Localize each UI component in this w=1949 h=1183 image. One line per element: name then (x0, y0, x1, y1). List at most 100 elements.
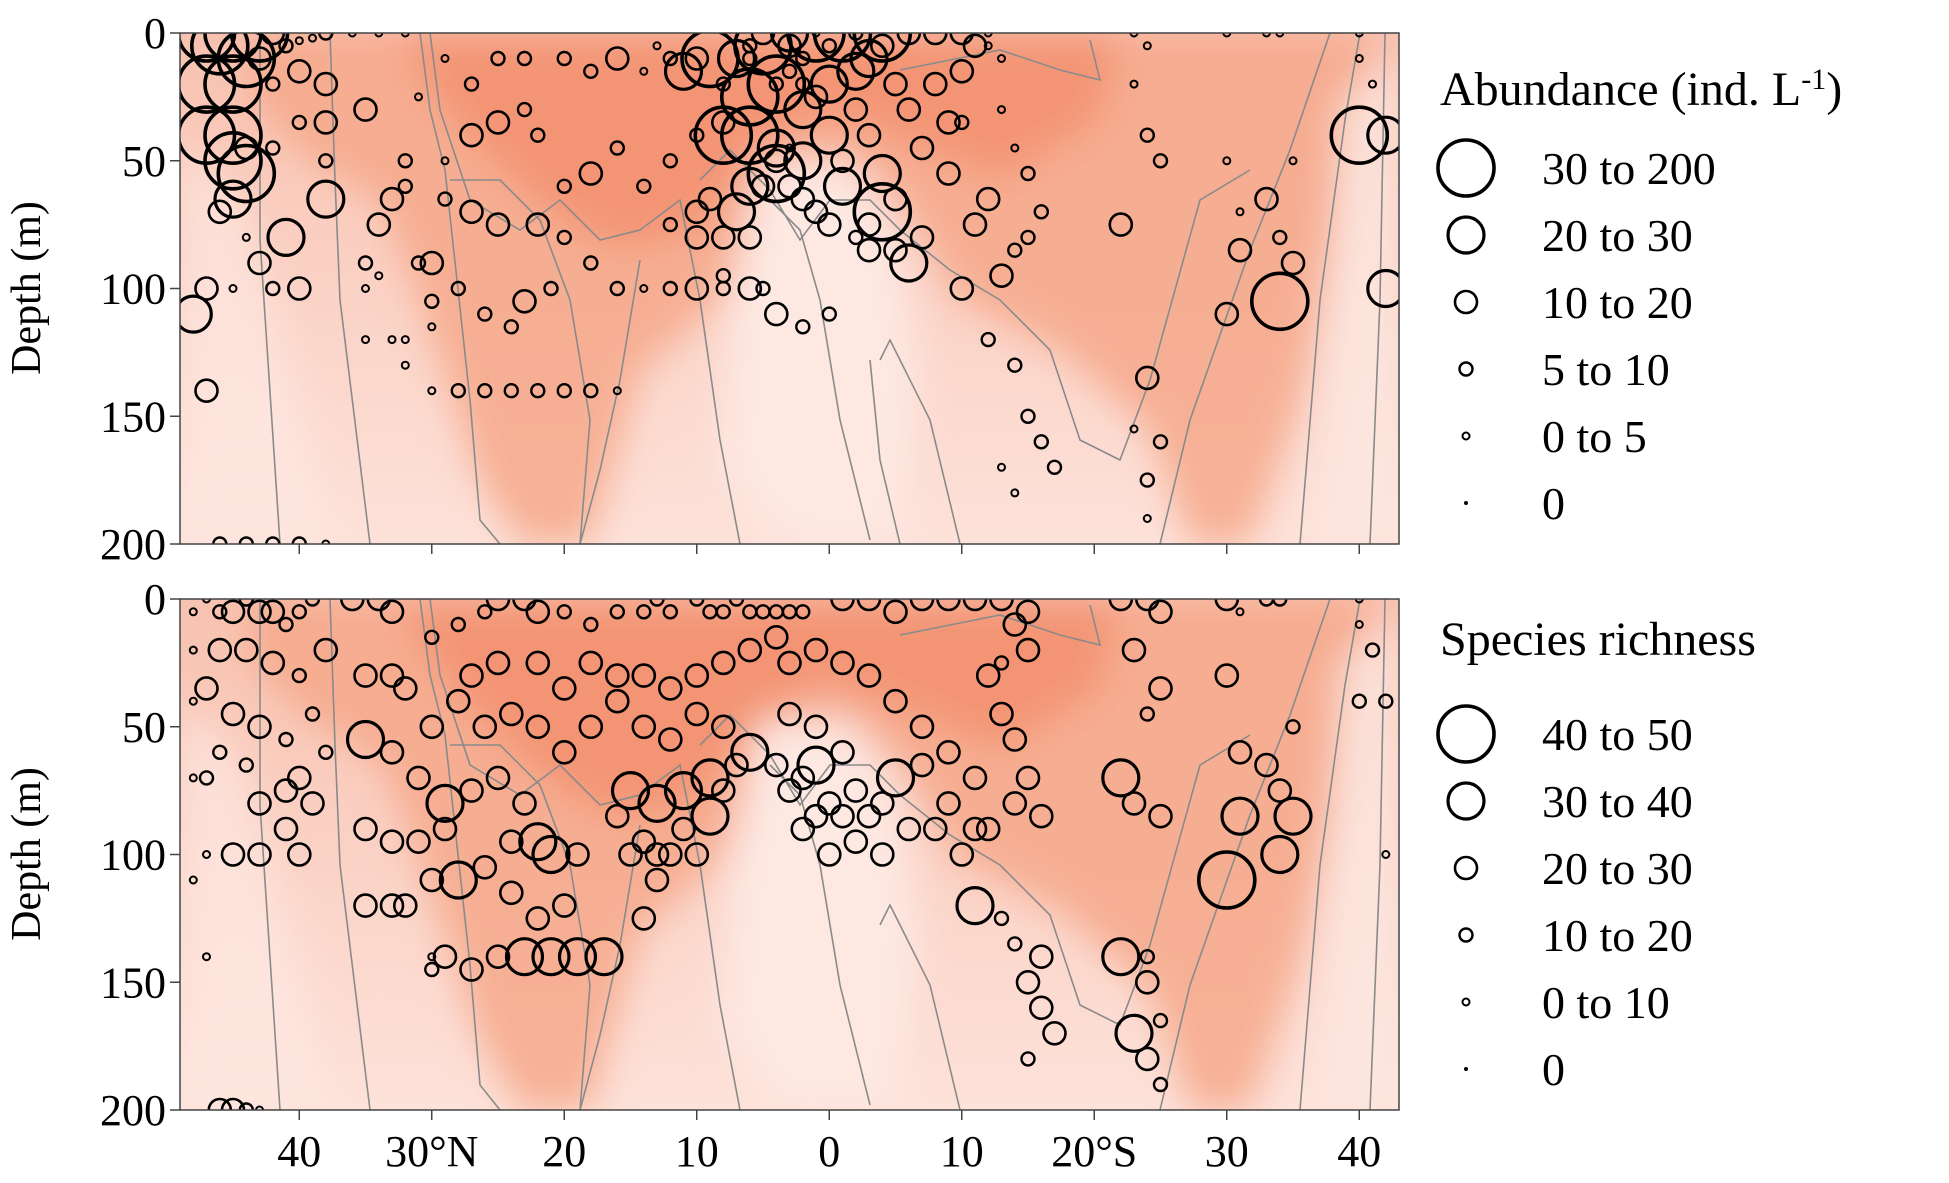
y-tick-label: 100 (100, 831, 166, 880)
data-bubble-bottom (830, 650, 855, 676)
data-bubble-top (684, 225, 710, 250)
data-bubble-bottom (730, 732, 770, 772)
data-bubble-top (730, 166, 770, 206)
data-bubble-bottom (1114, 1013, 1154, 1053)
data-bubble-top (1135, 365, 1160, 391)
data-bubble-top (604, 46, 630, 71)
data-bubble-bottom (379, 739, 405, 765)
data-bubble-top (1329, 105, 1390, 165)
data-bubble-top (308, 33, 317, 43)
data-bubble-bottom (518, 822, 558, 862)
x-tick-label: 40 (277, 1127, 321, 1176)
legend-title-top: Abundance (ind. L-1) (1440, 63, 1842, 116)
data-bubble-top (1222, 33, 1232, 38)
heatmap-background-bottom (180, 599, 1399, 1110)
data-bubble-top (856, 237, 882, 263)
legend-symbol (1453, 289, 1479, 315)
data-bubble-top (746, 54, 807, 114)
data-bubble-bottom (1273, 796, 1313, 836)
data-bubble-top (212, 536, 228, 544)
data-bubble-bottom (724, 752, 749, 778)
data-bubble-top (609, 140, 625, 156)
data-bubble-bottom (220, 1097, 246, 1110)
data-bubble-bottom (609, 604, 625, 620)
data-bubble-top (203, 54, 263, 114)
data-bubble-top (1129, 424, 1139, 434)
data-bubble-bottom (843, 829, 869, 855)
data-bubble-bottom (1139, 949, 1156, 965)
data-bubble-bottom (1020, 1051, 1036, 1067)
data-bubble-top (194, 378, 219, 404)
x-axis-bottom: 40 30°N 20 10 0 10 20°S 30 40 (277, 1110, 1381, 1176)
data-bubble-top (265, 536, 281, 544)
data-bubble-bottom (796, 745, 836, 785)
data-bubble-bottom (450, 616, 466, 633)
data-bubble-top (583, 255, 599, 271)
data-bubble-bottom (631, 663, 657, 688)
legend-symbol (1464, 1067, 1468, 1071)
data-bubble-bottom (551, 676, 577, 701)
data-bubble-bottom (234, 637, 259, 663)
bubbles-top (180, 33, 1399, 544)
data-bubble-top (777, 174, 802, 199)
data-bubble-bottom (657, 842, 683, 867)
data-bubble-bottom (379, 663, 405, 688)
data-bubble-bottom (803, 714, 829, 740)
data-bubble-top (936, 161, 961, 186)
data-bubble-bottom (247, 599, 272, 625)
data-bubble-bottom (869, 842, 895, 867)
data-bubble-bottom (531, 937, 571, 977)
data-bubble-top (1139, 127, 1156, 143)
data-bubble-bottom (777, 701, 802, 727)
panel-top: 0 50 100 150 200 Depth (m) Abundance (ind. L… (4, 9, 1842, 569)
data-bubble-top (1214, 301, 1240, 327)
data-bubble-top (238, 536, 254, 544)
data-bubble-bottom (379, 599, 405, 625)
data-bubble-bottom (1152, 1012, 1169, 1029)
data-bubble-bottom (353, 663, 378, 688)
y-tick-label: 100 (100, 265, 166, 314)
data-bubble-top (556, 383, 572, 399)
data-bubble-bottom (710, 650, 736, 676)
data-bubble-bottom (649, 599, 665, 607)
data-bubble-bottom (260, 650, 286, 676)
data-bubble-top (203, 105, 263, 165)
data-bubble-top (1366, 268, 1399, 309)
data-bubble-top (440, 156, 450, 166)
data-bubble-bottom (1015, 599, 1041, 625)
data-bubble-top (763, 301, 789, 327)
data-bubble-top (1010, 143, 1020, 153)
y-axis-title-top: Depth (m) (4, 201, 50, 375)
data-bubble-bottom (424, 961, 440, 978)
data-bubble-top (583, 63, 599, 80)
data-bubble-bottom (498, 880, 524, 906)
data-bubble-bottom (1214, 599, 1240, 612)
legend-title-bottom: Species richness (1440, 613, 1756, 666)
data-bubble-top (684, 276, 710, 301)
data-bubble-bottom (304, 706, 321, 722)
data-bubble-top (400, 360, 410, 370)
data-bubble-bottom (936, 599, 961, 612)
data-bubble-top (830, 148, 855, 174)
data-bubble-bottom (1007, 936, 1023, 952)
data-bubble-top (366, 212, 392, 237)
data-bubble-top (821, 38, 837, 54)
data-bubble-top (190, 33, 250, 76)
data-bubble-bottom (1101, 937, 1141, 977)
data-bubble-bottom (604, 688, 630, 714)
data-bubble-top (652, 41, 662, 51)
data-bubble-bottom (955, 885, 995, 926)
data-bubble-bottom (1015, 637, 1041, 663)
data-bubble-top (1354, 54, 1364, 63)
legend-entries-bottom: 40 to 50 30 to 40 20 to 30 10 to 20 0 to 10 0 (1436, 704, 1693, 1095)
data-bubble-top (490, 50, 506, 67)
data-bubble-bottom (525, 599, 551, 625)
data-bubble-bottom (459, 957, 484, 982)
legend-label: 40 to 50 (1542, 709, 1693, 760)
data-bubble-top (1010, 488, 1020, 498)
data-bubble-bottom (1015, 969, 1041, 995)
data-bubble-top (716, 192, 757, 232)
legend-entries-top: 30 to 200 20 to 30 10 to 20 5 to 10 0 to 5 0 (1436, 138, 1716, 529)
data-bubble-top (313, 110, 339, 135)
data-bubble-bottom (459, 663, 484, 688)
